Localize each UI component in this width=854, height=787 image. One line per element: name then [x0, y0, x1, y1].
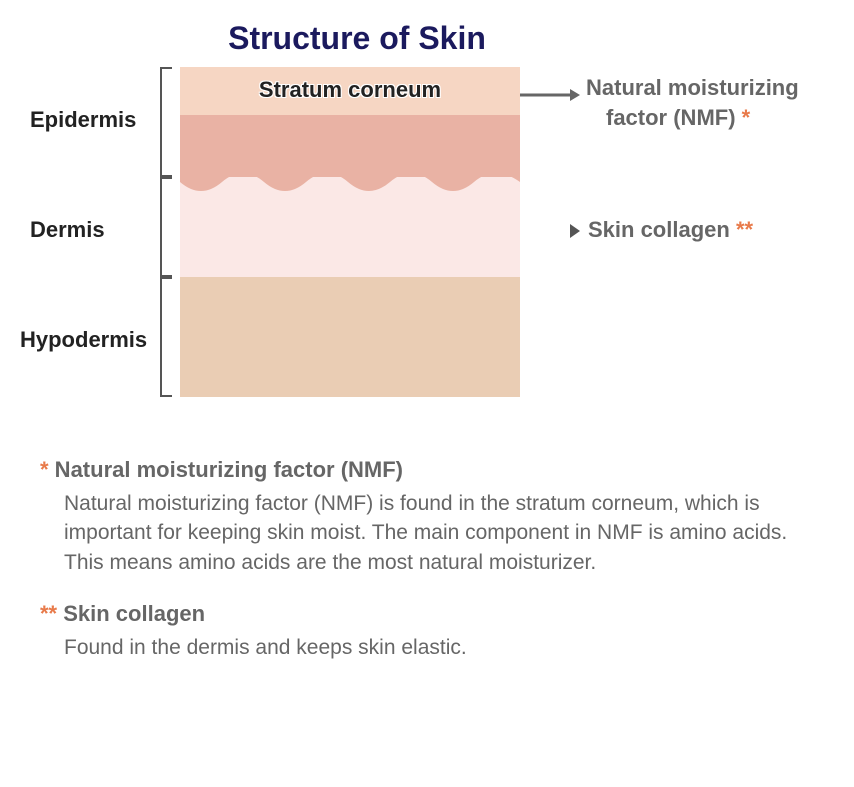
- callout-collagen-text: Skin collagen: [588, 217, 736, 242]
- layer-labels-column: Epidermis Dermis Hypodermis: [30, 67, 180, 397]
- footnote-nmf-title: * Natural moisturizing factor (NMF): [40, 457, 814, 483]
- label-stratum-corneum: Stratum corneum: [180, 77, 520, 103]
- asterisk-double: **: [736, 217, 753, 242]
- skin-cross-section: Stratum corneum: [180, 67, 520, 397]
- footnote-collagen-marker: **: [40, 601, 57, 626]
- callout-nmf: Natural moisturizing factor (NMF) *: [586, 73, 799, 132]
- layer-hypodermis: [180, 277, 520, 397]
- bracket-dermis: [160, 177, 172, 277]
- callout-collagen: Skin collagen **: [570, 217, 753, 243]
- triangle-icon: [570, 224, 580, 238]
- footnote-nmf-body: Natural moisturizing factor (NMF) is fou…: [40, 489, 814, 577]
- diagram-body: Epidermis Dermis Hypodermis Stratum corn…: [30, 67, 824, 417]
- bracket-epidermis: [160, 67, 172, 177]
- footnote-collagen-body: Found in the dermis and keeps skin elast…: [40, 633, 814, 662]
- diagram-title: Structure of Skin: [0, 20, 824, 57]
- arrow-icon: [520, 87, 580, 103]
- callout-nmf-line2: factor (NMF): [606, 105, 742, 130]
- epidermis-dermis-boundary-wave: [180, 162, 520, 202]
- footnotes: * Natural moisturizing factor (NMF) Natu…: [30, 457, 824, 663]
- footnote-collagen-title: ** Skin collagen: [40, 601, 814, 627]
- asterisk-single: *: [742, 105, 751, 130]
- skin-structure-diagram: Structure of Skin Epidermis Dermis Hypod…: [0, 0, 854, 707]
- footnote-nmf-title-text: Natural moisturizing factor (NMF): [49, 457, 403, 482]
- label-epidermis: Epidermis: [30, 107, 136, 133]
- bracket-hypodermis: [160, 277, 172, 397]
- footnote-collagen-title-text: Skin collagen: [57, 601, 205, 626]
- callout-nmf-line1: Natural moisturizing: [586, 75, 799, 100]
- label-dermis: Dermis: [30, 217, 105, 243]
- label-hypodermis: Hypodermis: [20, 327, 147, 353]
- footnote-nmf-marker: *: [40, 457, 49, 482]
